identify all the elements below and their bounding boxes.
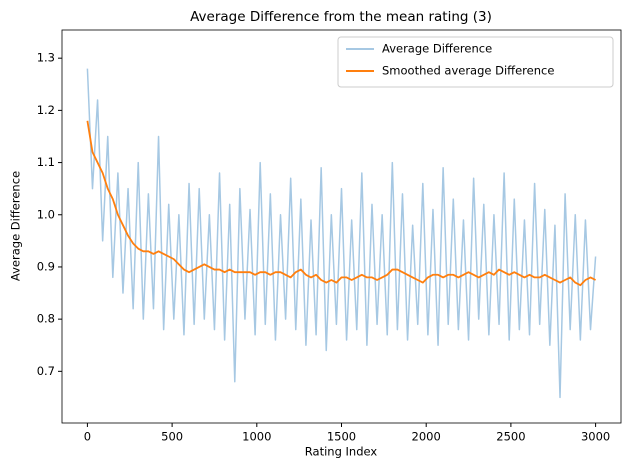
x-tick-label: 3000 [581,430,610,444]
x-tick-label: 1500 [327,430,356,444]
legend-label: Average Difference [382,42,492,56]
chart-title: Average Difference from the mean rating … [190,9,492,25]
series-line [86,120,597,287]
y-tick-label: 1.1 [37,155,55,169]
series-line [86,68,597,399]
y-tick-label: 0.9 [37,259,55,273]
x-axis-label: Rating Index [305,445,378,459]
plot-frame [61,29,622,424]
y-axis-label: Average Difference [9,171,23,281]
y-tick-label: 1.3 [37,51,55,65]
x-tick-label: 1000 [242,430,271,444]
y-tick-label: 0.7 [37,364,55,378]
x-tick-label: 2500 [496,430,525,444]
x-tick-label: 500 [161,430,183,444]
x-tick-label: 0 [84,430,91,444]
y-tick-label: 0.8 [37,312,55,326]
y-tick-label: 1.2 [37,103,55,117]
y-tick-label: 1.0 [37,207,55,221]
legend-box [337,36,614,88]
legend-label: Smoothed average Difference [382,64,554,78]
x-tick-label: 2000 [412,430,441,444]
